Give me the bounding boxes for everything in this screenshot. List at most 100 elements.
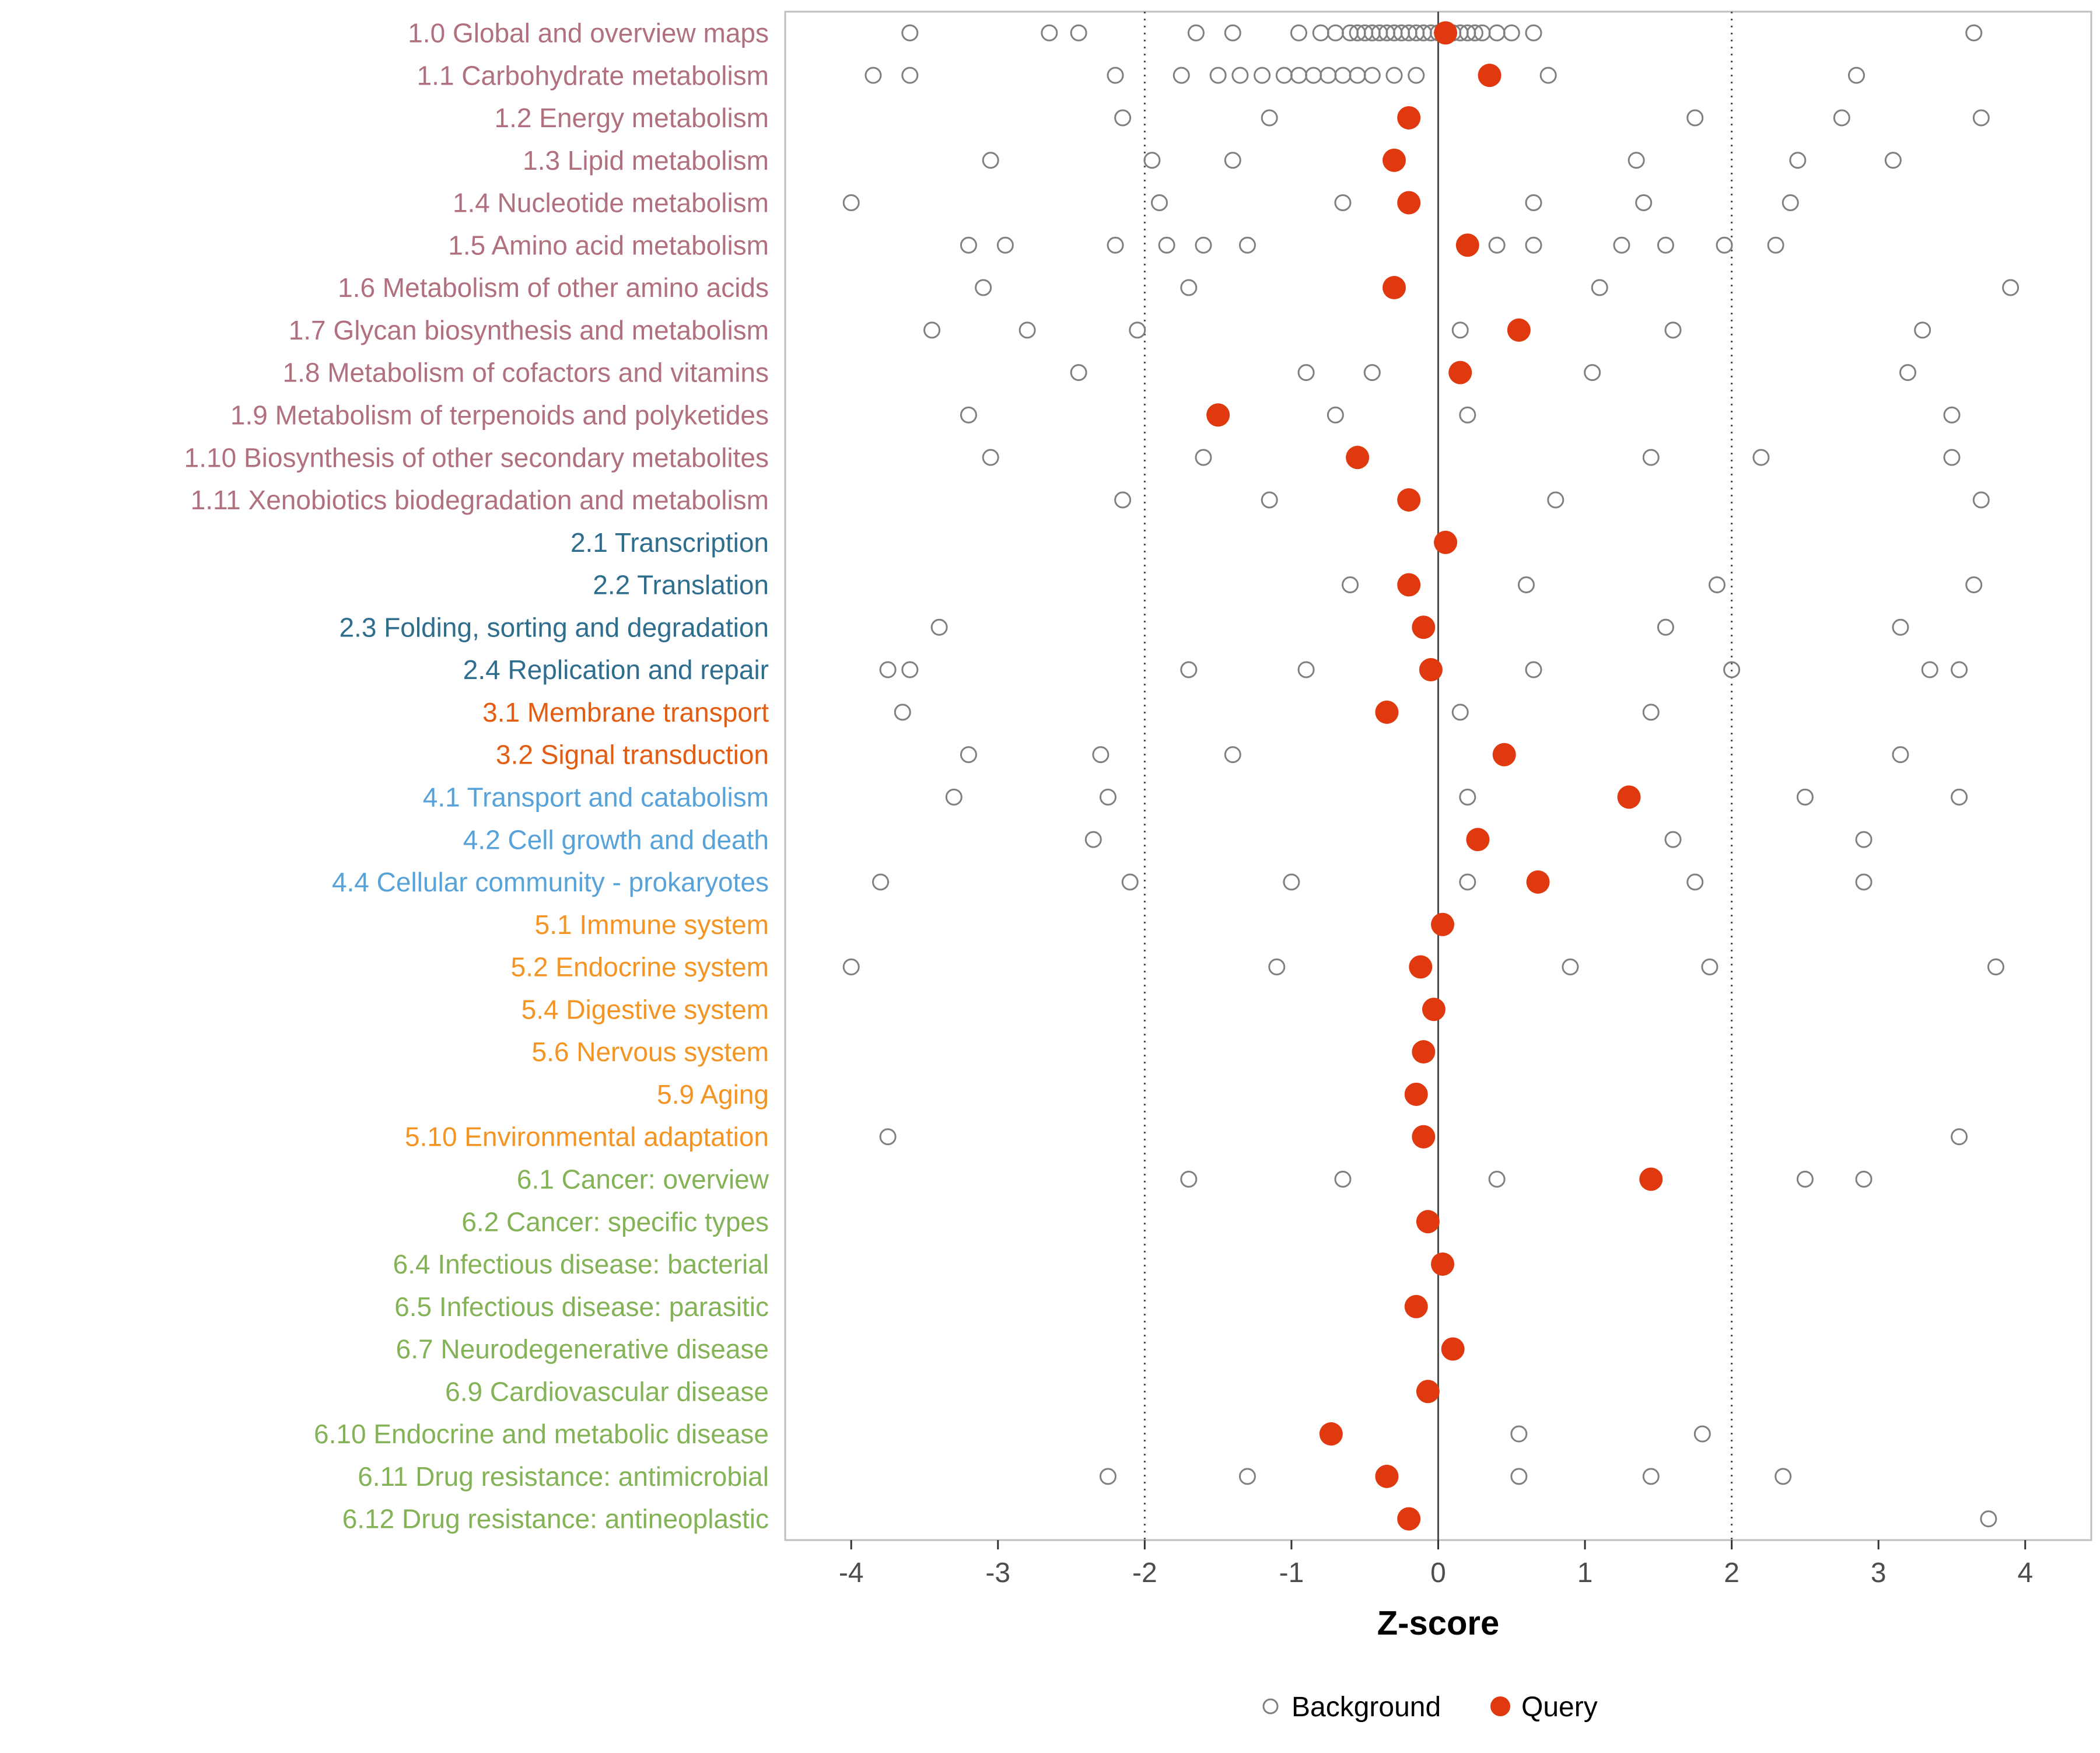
query-point [1434,21,1458,45]
query-point [1346,446,1370,470]
background-point [982,152,999,169]
category-label: 4.1 Transport and catabolism [423,782,769,812]
category-label: 5.1 Immune system [535,909,769,940]
background-point [1261,491,1278,509]
category-label: 6.5 Infectious disease: parasitic [394,1292,769,1322]
background-point [960,236,977,254]
background-point [1782,194,1799,211]
background-point [1084,831,1102,848]
category-label: 6.1 Cancer: overview [517,1164,769,1194]
background-point [1951,1128,1968,1146]
background-point [1855,873,1873,891]
category-label: 1.0 Global and overview maps [408,18,769,48]
background-point [1488,236,1506,254]
background-point [1943,406,1961,424]
x-axis-tick-label: 4 [2017,1558,2033,1588]
background-point [1121,873,1139,891]
background-point [1209,67,1227,84]
background-point [1451,704,1469,721]
category-label: 6.12 Drug resistance: antineoplastic [342,1504,769,1534]
query-point [1455,233,1479,257]
category-label: 5.9 Aging [657,1079,769,1110]
query-point [1431,912,1455,936]
legend-query-label: Query [1521,1692,1598,1723]
background-point [1187,24,1205,41]
background-point [1972,109,1990,127]
background-point [1965,576,1983,593]
query-point [1412,1125,1436,1149]
query-point [1416,1380,1440,1404]
background-point [1708,576,1726,593]
background-point [1334,1170,1352,1188]
background-point [1789,152,1807,169]
background-point [1642,449,1660,466]
background-point [1459,873,1476,891]
category-label: 5.10 Environmental adaptation [405,1122,769,1152]
query-point [1492,743,1516,767]
background-point [1268,958,1286,975]
background-point [1151,194,1168,211]
query-point [1319,1422,1343,1446]
background-point [975,279,992,296]
background-point [1224,152,1241,169]
category-label: 1.6 Metabolism of other amino acids [338,272,769,303]
background-point [1195,236,1212,254]
x-axis-tick-label: -1 [1279,1558,1304,1588]
query-point [1412,615,1436,639]
query-point [1375,700,1399,724]
category-label: 1.2 Energy metabolism [495,103,769,133]
query-point [1404,1082,1428,1106]
category-label: 2.3 Folding, sorting and degradation [339,612,769,642]
background-point [1987,958,2004,975]
legend-background-marker [1262,1698,1279,1714]
background-point [1517,576,1535,593]
category-label: 6.4 Infectious disease: bacterial [393,1249,769,1279]
category-label: 1.8 Metabolism of cofactors and vitamins [283,358,769,388]
category-label: 4.2 Cell growth and death [463,824,769,855]
background-point [1143,152,1161,169]
category-label: 1.11 Xenobiotics biodegradation and meta… [191,485,769,515]
background-point [1261,109,1278,127]
query-point [1639,1167,1663,1191]
background-point [1855,1170,1873,1188]
query-point [1206,403,1230,427]
query-point [1397,488,1421,512]
background-point [1408,67,1425,84]
background-point [1334,194,1352,211]
background-point [1591,279,1608,296]
category-label: 6.10 Endocrine and metabolic disease [314,1419,769,1449]
background-point [1342,576,1359,593]
background-point [1254,67,1271,84]
background-point [1488,1170,1506,1188]
query-point [1448,361,1472,384]
category-label: 3.1 Membrane transport [482,697,769,727]
x-axis-tick-label: 2 [1724,1558,1740,1588]
query-point [1382,276,1406,300]
background-point [1224,24,1241,41]
background-point [1525,194,1542,211]
background-point [1238,236,1256,254]
background-point [1510,1425,1528,1443]
background-point [1635,194,1653,211]
query-point [1431,1252,1455,1276]
category-label: 2.4 Replication and repair [463,655,769,685]
background-point [1774,1468,1792,1485]
background-point [1892,618,1909,636]
background-point [1657,618,1674,636]
background-point [1723,661,1741,678]
background-point [945,788,963,806]
x-axis-tick-label: -3 [985,1558,1010,1588]
background-point [1107,67,1124,84]
background-point [1686,873,1704,891]
background-point [1657,236,1674,254]
x-axis-tick-label: -2 [1132,1558,1157,1588]
background-point [1899,364,1917,382]
background-point [1180,1170,1198,1188]
background-point [1525,24,1542,41]
background-point [1070,364,1087,382]
background-point [1562,958,1579,975]
background-point [1172,67,1190,84]
background-point [1158,236,1175,254]
background-point [1326,406,1344,424]
